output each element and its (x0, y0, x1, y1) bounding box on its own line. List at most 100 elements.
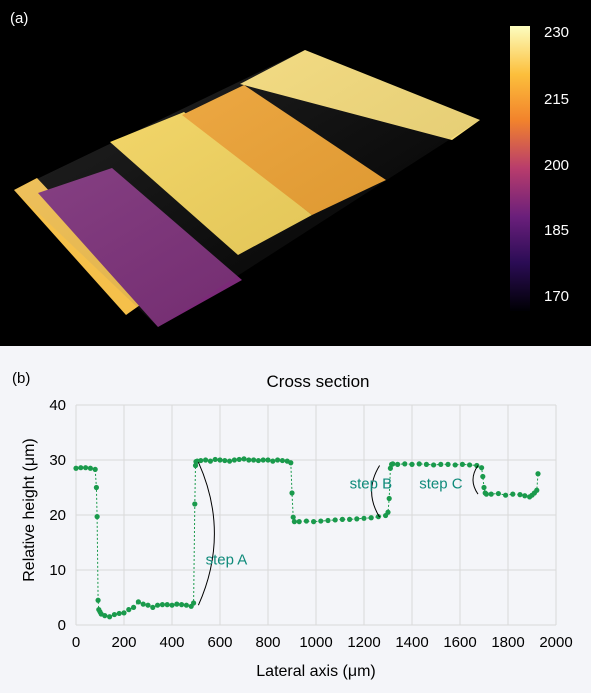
data-point (83, 465, 89, 471)
data-point (192, 501, 198, 507)
data-point (409, 461, 415, 467)
step-annotation: step B (350, 476, 393, 493)
x-tick-label: 1600 (443, 634, 476, 651)
step-bracket (371, 465, 381, 518)
y-tick-label: 40 (49, 397, 66, 414)
data-point (212, 456, 218, 463)
x-axis-label: Lateral axis (μm) (256, 663, 375, 680)
data-point (73, 465, 79, 471)
x-tick-label: 1000 (299, 634, 332, 651)
data-point (111, 611, 117, 618)
data-point (361, 515, 367, 521)
data-point (116, 610, 122, 617)
cross-section-panel: (b) Cross section 0 200 400 600 800 1000 1200 1… (0, 346, 591, 693)
data-point (467, 462, 473, 468)
data-point (289, 490, 295, 496)
data-point (517, 492, 523, 498)
step-bracket (472, 465, 479, 495)
y-axis-label: Relative height (μm) (21, 438, 38, 582)
x-tick-label: 400 (159, 634, 184, 651)
data-point (155, 602, 161, 608)
data-point (217, 457, 223, 463)
data-point (535, 471, 541, 477)
data-point (236, 456, 242, 463)
data-point (260, 457, 266, 463)
data-point (121, 610, 127, 616)
step-annotation: step C (419, 476, 463, 493)
data-point (198, 457, 204, 464)
data-point (270, 458, 276, 464)
data-point (390, 461, 396, 467)
data-point (480, 473, 486, 480)
x-tick-label: 600 (207, 634, 232, 651)
surface-shading (14, 50, 480, 327)
data-point (311, 519, 317, 525)
y-tick-label: 10 (49, 562, 66, 579)
colorbar-tick: 200 (544, 157, 569, 174)
data-point (131, 604, 137, 610)
data-point (431, 462, 437, 468)
surface-map-image: 230 215 200 185 170 (14, 24, 569, 327)
data-point (438, 461, 444, 467)
data-point (290, 514, 296, 520)
colorbar (510, 26, 530, 311)
data-point (191, 600, 197, 606)
data-point (246, 457, 252, 463)
data-point (416, 461, 422, 467)
data-point (291, 519, 297, 525)
data-point (207, 458, 213, 464)
data-point (265, 457, 271, 463)
panel-label-a: (a) (10, 10, 29, 27)
data-point (495, 490, 501, 497)
y-tick-label: 0 (58, 617, 66, 634)
x-tick-label: 1800 (491, 634, 524, 651)
data-point (386, 495, 392, 502)
x-tick-label: 1200 (347, 634, 380, 651)
data-point (159, 602, 165, 608)
data-point (174, 601, 180, 607)
data-point (227, 458, 233, 464)
profile-line (75, 458, 539, 618)
data-point (241, 456, 247, 462)
data-point (445, 461, 451, 467)
data-point (183, 602, 189, 608)
data-point (522, 493, 528, 499)
y-tick-label: 20 (49, 507, 66, 524)
step-bracket (197, 461, 215, 606)
data-point (296, 519, 302, 525)
data-point (150, 604, 156, 610)
step-annotation: step A (206, 552, 248, 569)
data-point (474, 462, 480, 469)
data-point (87, 465, 93, 471)
data-point (332, 517, 338, 523)
data-point (459, 461, 465, 467)
data-point (251, 457, 257, 463)
data-point (402, 461, 408, 467)
data-point (375, 514, 381, 520)
colorbar-tick: 170 (544, 288, 569, 305)
data-point (192, 462, 199, 469)
data-point (179, 602, 185, 608)
data-point (479, 465, 485, 471)
x-tick-label: 800 (255, 634, 280, 651)
data-point (503, 492, 509, 498)
data-point (126, 607, 132, 613)
colorbar-tick: 230 (544, 24, 569, 41)
data-point (318, 518, 324, 524)
x-tick-label: 2000 (539, 634, 572, 651)
data-point (483, 491, 489, 497)
data-point (510, 491, 516, 497)
panel-label-b: (b) (12, 370, 31, 387)
data-point (145, 602, 151, 608)
data-point (164, 602, 170, 608)
data-point (385, 509, 391, 515)
data-point (275, 457, 281, 463)
data-point (255, 457, 261, 464)
data-point (140, 601, 146, 607)
data-point (95, 597, 101, 603)
colorbar-tick: 185 (544, 222, 569, 239)
x-tick-label: 0 (72, 634, 80, 651)
data-point (423, 461, 429, 467)
data-point (354, 516, 360, 522)
data-point (231, 457, 237, 463)
